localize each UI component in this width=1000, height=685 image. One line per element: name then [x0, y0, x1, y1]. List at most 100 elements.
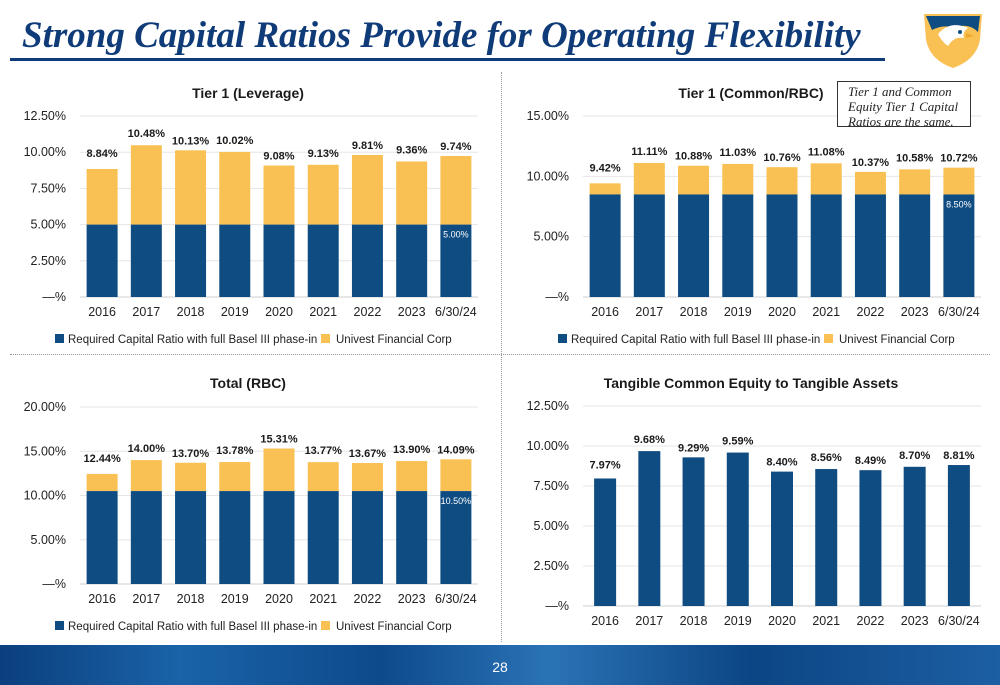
univest-bar-segment [307, 164, 339, 225]
data-label: 11.08% [808, 146, 845, 158]
data-label: 9.59% [722, 436, 753, 448]
data-label: 8.84% [87, 148, 118, 160]
capital-ratio-note: Tier 1 and Common Equity Tier 1 Capital … [837, 81, 971, 129]
data-label: 13.90% [393, 444, 431, 456]
x-tick-label: 2021 [309, 592, 337, 606]
x-tick-label: 2016 [88, 305, 116, 319]
univest-bar-segment [86, 473, 118, 492]
univest-bar-segment [351, 463, 383, 492]
x-tick-label: 6/30/24 [435, 592, 477, 606]
data-label: 8.56% [811, 452, 842, 464]
x-tick-label: 2017 [635, 305, 663, 319]
univest-bar-segment [263, 165, 295, 225]
data-label: 10.76% [763, 152, 801, 164]
required-bar-segment [86, 224, 118, 297]
x-tick-label: 2016 [591, 305, 619, 319]
required-bar-segment [854, 194, 886, 297]
legend-required-swatch [55, 334, 64, 343]
y-tick-label: —% [545, 599, 569, 613]
x-tick-label: 2017 [132, 592, 160, 606]
data-label: 8.70% [899, 450, 930, 462]
eagle-logo-icon [924, 14, 982, 68]
data-label: 14.09% [437, 444, 475, 456]
data-label: 9.81% [352, 140, 383, 152]
x-tick-label: 2019 [724, 305, 752, 319]
univest-bar-segment [175, 462, 207, 492]
univest-bar-segment [351, 154, 383, 225]
data-label: 9.36% [396, 144, 427, 156]
univest-bar-segment [396, 161, 428, 225]
x-tick-label: 2021 [812, 614, 840, 628]
tce-bar [594, 478, 617, 606]
univest-bar-segment [854, 171, 886, 195]
data-label: 9.42% [590, 162, 621, 174]
data-label: 10.88% [675, 151, 713, 163]
tce-bar [682, 457, 705, 606]
required-bar-segment [263, 224, 295, 297]
x-tick-label: 2020 [265, 592, 293, 606]
legend-required-label: Required Capital Ratio with full Basel I… [571, 334, 820, 346]
x-tick-label: 2016 [88, 592, 116, 606]
required-bar-segment [810, 194, 842, 297]
data-label: 9.74% [440, 141, 471, 153]
y-tick-label: 12.50% [24, 109, 66, 123]
univest-bar-segment [263, 448, 295, 492]
required-bar-segment [722, 194, 754, 297]
x-tick-label: 2016 [591, 614, 619, 628]
required-bar-segment [633, 194, 665, 297]
required-value-label: 10.50% [441, 496, 472, 506]
x-tick-label: 2019 [724, 614, 752, 628]
y-tick-label: 5.00% [534, 519, 569, 533]
univest-bar-segment [130, 145, 162, 225]
data-label: 12.44% [83, 453, 121, 465]
y-tick-label: 5.00% [31, 218, 66, 232]
data-label: 8.49% [855, 455, 886, 467]
x-tick-label: 2018 [177, 305, 205, 319]
univest-bar-segment [810, 163, 842, 195]
univest-bar-segment [396, 460, 428, 492]
required-bar-segment [219, 224, 251, 297]
data-label: 10.37% [852, 157, 890, 169]
tce-bar [815, 469, 838, 606]
data-label: 8.40% [766, 457, 797, 469]
horizontal-divider [10, 354, 990, 355]
required-bar-segment [351, 491, 383, 584]
legend-required-swatch [55, 621, 64, 630]
univest-bar-segment [175, 150, 207, 225]
required-bar-segment [396, 224, 428, 297]
data-label: 13.77% [305, 445, 343, 457]
required-bar-segment [589, 194, 621, 297]
tce-bar [638, 451, 661, 606]
data-label: 13.70% [172, 448, 210, 460]
data-label: 14.00% [128, 443, 166, 455]
data-label: 9.68% [634, 434, 665, 446]
x-tick-label: 2020 [265, 305, 293, 319]
required-bar-segment [307, 224, 339, 297]
x-tick-label: 2023 [901, 614, 929, 628]
univest-bar-segment [943, 167, 975, 195]
required-bar-segment [440, 224, 472, 297]
data-label: 9.08% [263, 151, 294, 163]
y-tick-label: 7.50% [31, 181, 66, 195]
y-tick-label: 10.00% [527, 439, 569, 453]
y-tick-label: 10.00% [24, 489, 66, 503]
y-tick-label: 10.00% [24, 145, 66, 159]
x-tick-label: 6/30/24 [938, 305, 980, 319]
y-tick-label: 5.00% [31, 533, 66, 547]
x-tick-label: 6/30/24 [938, 614, 980, 628]
univest-bar-segment [766, 167, 798, 195]
required-bar-segment [678, 194, 710, 297]
data-label: 10.48% [128, 128, 166, 140]
required-bar-segment [943, 194, 975, 297]
y-tick-label: 15.00% [527, 109, 569, 123]
y-tick-label: 2.50% [534, 559, 569, 573]
data-label: 15.31% [260, 434, 298, 446]
tce-bar [771, 471, 793, 606]
x-tick-label: 2018 [177, 592, 205, 606]
legend-univest-swatch [824, 334, 833, 343]
required-value-label: 8.50% [946, 199, 972, 209]
y-tick-label: 5.00% [534, 230, 569, 244]
legend-univest-label: Univest Financial Corp [336, 334, 452, 346]
tangible-common-equity-chart: Tangible Common Equity to Tangible Asset… [527, 375, 981, 628]
x-tick-label: 2019 [221, 305, 249, 319]
